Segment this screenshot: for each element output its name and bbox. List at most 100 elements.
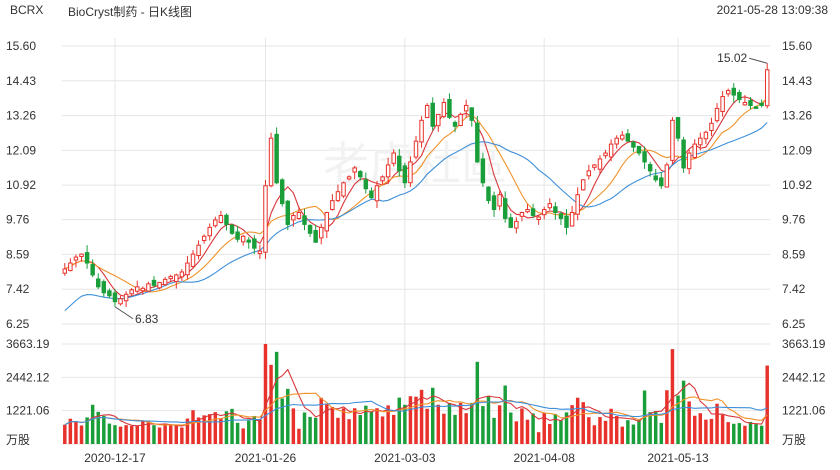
- volume-bar: [364, 405, 368, 444]
- volume-bar: [325, 403, 329, 444]
- candle-body: [558, 213, 564, 219]
- volume-bar: [274, 351, 279, 444]
- candle-body: [714, 107, 720, 122]
- candle-body: [324, 212, 330, 232]
- candle-body: [408, 161, 413, 184]
- volume-tick-right: 3663.19: [782, 337, 826, 351]
- volume-bar: [330, 406, 335, 444]
- volume-bar: [737, 423, 742, 444]
- candle-body: [319, 226, 324, 239]
- volume-bar: [124, 425, 128, 444]
- candle-body: [185, 262, 190, 276]
- candle-body: [352, 167, 357, 173]
- volume-bar: [676, 395, 680, 444]
- candle-body: [397, 155, 402, 172]
- candle-body: [213, 219, 218, 227]
- candle-body: [146, 283, 151, 292]
- candle-body: [157, 281, 162, 289]
- volume-bar: [286, 388, 290, 444]
- price-tick-right: 8.59: [782, 247, 806, 261]
- volume-bar: [107, 423, 112, 444]
- candle-body: [553, 206, 558, 214]
- candle-body: [436, 113, 441, 127]
- price-tick-right: 12.09: [782, 143, 812, 157]
- volume-bar: [637, 420, 641, 444]
- candle-body: [190, 253, 196, 267]
- candle-body: [575, 194, 580, 215]
- volume-bar: [693, 415, 697, 444]
- candle-body: [279, 179, 285, 205]
- volume-bar: [230, 408, 234, 444]
- candle-body: [179, 271, 185, 278]
- volume-bar: [152, 425, 156, 444]
- price-tick-left: 15.60: [6, 39, 36, 53]
- candle-body: [636, 145, 642, 154]
- price-tick-left: 8.59: [6, 247, 30, 261]
- volume-bar: [291, 408, 296, 444]
- volume-bar: [68, 418, 73, 444]
- volume-bar: [732, 423, 736, 444]
- candle-body: [731, 87, 736, 96]
- volume-bar: [581, 402, 585, 444]
- volume-bar: [347, 419, 351, 444]
- low-callout-line: [114, 306, 134, 320]
- volume-bar: [626, 420, 630, 444]
- volume-bar: [185, 418, 190, 444]
- candle-body: [631, 141, 636, 148]
- candle-body: [458, 113, 463, 126]
- volume-bar: [486, 396, 491, 444]
- candle-body: [112, 292, 118, 303]
- candle-body: [725, 90, 731, 95]
- candle-body: [525, 209, 530, 213]
- volume-bar: [704, 419, 708, 444]
- volume-bar: [536, 432, 541, 444]
- candle-body: [541, 209, 547, 216]
- volume-tick-left: 3663.19: [6, 337, 50, 351]
- volume-bar: [63, 424, 67, 444]
- candle-body: [268, 137, 274, 187]
- date-tick: 2021-03-03: [374, 451, 436, 465]
- candle-body: [374, 185, 380, 202]
- volume-bar: [235, 422, 240, 444]
- candle-body: [313, 229, 318, 243]
- price-tick-left: 10.92: [6, 178, 36, 192]
- candle-body: [402, 165, 408, 184]
- volume-bar: [754, 424, 758, 444]
- volume-bar: [765, 365, 769, 444]
- candle-body: [385, 164, 391, 178]
- price-tick-left: 14.43: [6, 74, 36, 88]
- price-tick-left: 6.25: [6, 317, 30, 331]
- date-tick: 2021-05-13: [647, 451, 709, 465]
- volume-bar: [341, 408, 346, 444]
- candle-body: [491, 195, 497, 211]
- volume-bar: [74, 420, 78, 444]
- volume-bar: [531, 413, 535, 444]
- volume-bars: [63, 344, 769, 444]
- candle-body: [330, 200, 335, 211]
- candle-body: [424, 104, 430, 119]
- candle-body: [341, 182, 346, 197]
- price-tick-right: 6.25: [782, 317, 806, 331]
- volume-bar: [458, 402, 463, 444]
- candle-body: [252, 238, 257, 249]
- candle-body: [302, 215, 307, 225]
- volume-bar: [297, 428, 301, 444]
- volume-bar: [397, 397, 402, 444]
- volume-bar: [336, 417, 340, 444]
- price-tick-left: 13.26: [6, 109, 36, 123]
- candle-body: [547, 203, 553, 209]
- candle-body: [692, 143, 697, 158]
- volume-bar: [620, 426, 624, 444]
- volume-bar: [665, 390, 669, 444]
- volume-bar: [241, 428, 245, 444]
- volume-bar: [219, 418, 223, 444]
- candle-body: [486, 186, 491, 202]
- volume-bar: [403, 404, 407, 444]
- volume-bar: [302, 412, 307, 444]
- volume-bar: [369, 411, 374, 444]
- candle-body: [686, 152, 692, 170]
- price-tick-right: 15.60: [782, 39, 812, 53]
- volume-bar: [79, 425, 84, 444]
- candle-body: [659, 177, 664, 187]
- volume-bar: [575, 397, 580, 444]
